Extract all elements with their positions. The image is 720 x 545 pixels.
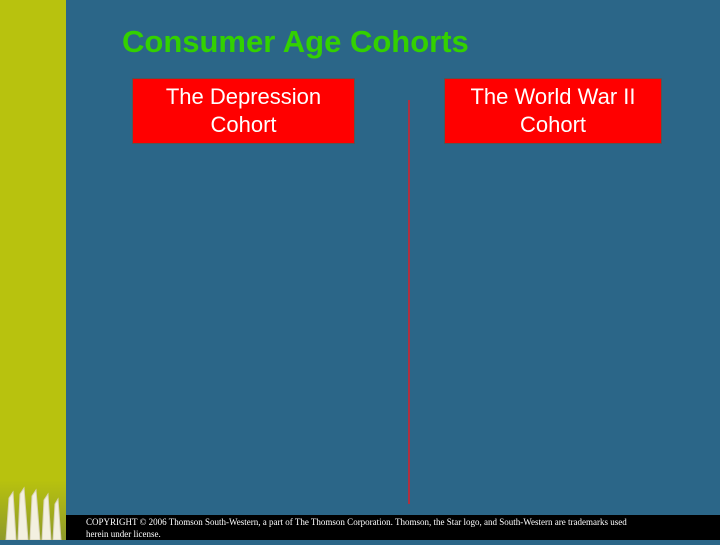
- depression-cohort-label: The Depression Cohort: [165, 84, 322, 137]
- copyright-notice: COPYRIGHT © 2006 Thomson South-Western, …: [86, 517, 627, 539]
- left-accent-band: [0, 0, 66, 541]
- ww2-cohort-box: The World War II Cohort: [444, 78, 662, 144]
- depression-cohort-box: The Depression Cohort: [132, 78, 355, 144]
- slide-title: Consumer Age Cohorts: [122, 24, 469, 59]
- asparagus-decor-image: [0, 480, 66, 541]
- footer-bar: [66, 515, 720, 540]
- ww2-cohort-label: The World War II Cohort: [470, 84, 636, 137]
- column-divider: [408, 100, 410, 504]
